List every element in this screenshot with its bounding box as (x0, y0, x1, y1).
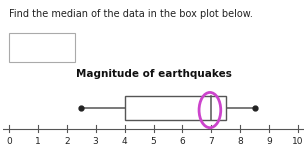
Bar (125, 96, 226, 120)
Text: 10: 10 (292, 137, 304, 146)
Text: 2: 2 (64, 137, 69, 146)
Bar (9, 33, 75, 62)
Text: 8: 8 (237, 137, 243, 146)
Text: 5: 5 (151, 137, 156, 146)
Text: 0: 0 (6, 137, 12, 146)
Text: 4: 4 (122, 137, 127, 146)
Text: 9: 9 (266, 137, 272, 146)
Text: 3: 3 (93, 137, 99, 146)
Text: Magnitude of earthquakes: Magnitude of earthquakes (76, 69, 231, 79)
Text: 7: 7 (208, 137, 214, 146)
Text: 6: 6 (180, 137, 185, 146)
Text: 1: 1 (35, 137, 41, 146)
Text: Find the median of the data in the box plot below.: Find the median of the data in the box p… (9, 9, 253, 19)
